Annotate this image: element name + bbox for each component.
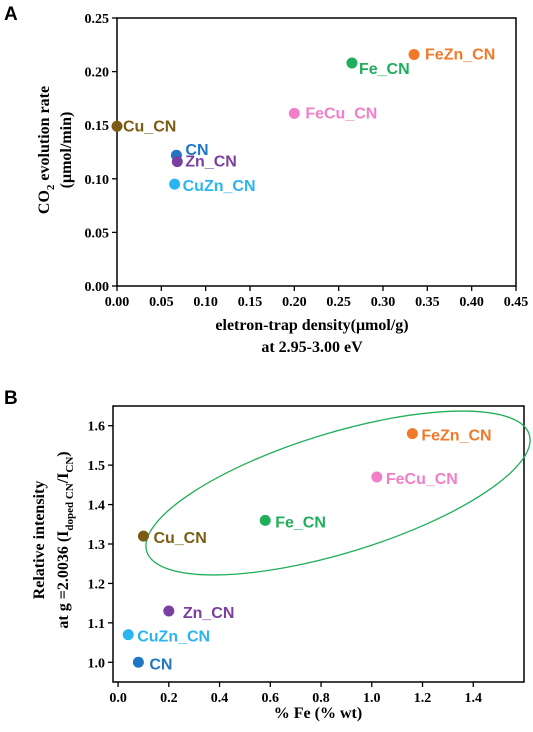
- chart-a-xtick-label: 0.45: [504, 295, 529, 310]
- chart-a-point-label: FeZn_CN: [425, 46, 495, 63]
- chart-a-xtick-label: 0.40: [459, 295, 484, 310]
- chart-b-ytick-label: 1.2: [88, 577, 106, 592]
- chart-b-ylabel-sub1: doped CN: [64, 483, 76, 530]
- chart-b-point-zn-cn: [163, 605, 175, 617]
- chart-b-xtick-label: 1.4: [465, 691, 483, 706]
- chart-b-ytick-label: 1.5: [88, 459, 106, 474]
- chart-b-ytick-label: 1.4: [88, 499, 106, 514]
- chart-a-ytick-label: 0.20: [85, 66, 110, 81]
- chart-a-point-fezn-cn: [408, 48, 420, 60]
- chart-a-ytick-label: 0.05: [85, 226, 110, 241]
- chart-a-point-label: Cu_CN: [123, 118, 176, 135]
- chart-b-point-label: Cu_CN: [153, 530, 206, 547]
- chart-b-point-cu-cn: [137, 530, 149, 542]
- chart-a-ytick-label: 0.15: [85, 119, 110, 134]
- chart-b-ylabel-mid: /I: [55, 473, 72, 485]
- svg-text:at g =2.0036 (Idoped CN/ICN): at g =2.0036 (Idoped CN/ICN): [55, 451, 76, 628]
- chart-a-xtick-label: 0.00: [105, 295, 130, 310]
- chart-b-ytick-label: 1.3: [88, 538, 106, 553]
- chart-a-xtick-label: 0.05: [149, 295, 174, 310]
- chart-a-point-label: Fe_CN: [359, 61, 410, 78]
- chart-b-point-cn: [132, 656, 144, 668]
- chart-a-point-cu-cn: [111, 120, 123, 132]
- chart-a-point-fecu-cn: [288, 107, 300, 119]
- chart-b-highlight-ellipse: [145, 410, 531, 576]
- chart-b-point-fezn-cn: [406, 428, 418, 440]
- chart-a: 0.00 0.05 0.10 0.15 0.20 0.25 0.30 0.35 0.40 0.45…: [85, 12, 529, 310]
- chart-b-point-fe-cn: [259, 514, 271, 526]
- chart-b-xlabel: % Fe (% wt): [274, 705, 362, 722]
- chart-b-point-label: CN: [149, 656, 172, 673]
- chart-b-point-label: CuZn_CN: [137, 629, 210, 646]
- chart-a-xtick-label: 0.25: [326, 295, 351, 310]
- panel-b-letter: B: [4, 388, 18, 409]
- chart-a-point-zn-cn: [171, 156, 183, 168]
- chart-a-ylabel: CO2 evolution rate: [36, 86, 57, 214]
- chart-a-point-label: CuZn_CN: [183, 178, 256, 195]
- chart-b-ytick-label: 1.0: [88, 656, 106, 671]
- panel-a-letter: A: [4, 4, 18, 25]
- chart-b-point-cuzn-cn: [122, 629, 134, 641]
- chart-b: 0.0 0.2 0.4 0.6 0.8 1.0 1.2 1.4 1.0 1.1 1.2 1.3 1.4 1…: [88, 405, 531, 706]
- chart-b-ylabel-main: at g =2.0036 (I: [55, 531, 72, 629]
- chart-a-xtick-label: 0.10: [193, 295, 218, 310]
- chart-a-ylabel-sub: 2: [45, 184, 57, 190]
- chart-a-ytick-label: 0.10: [85, 173, 110, 188]
- chart-a-point-label: Zn_CN: [185, 154, 237, 171]
- chart-b-xtick-label: 1.2: [414, 691, 432, 706]
- chart-a-point-label: FeCu_CN: [305, 105, 377, 122]
- chart-a-ylabel-tail: evolution rate: [36, 86, 53, 185]
- chart-b-ytick-label: 1.1: [88, 617, 106, 632]
- chart-a-xtick-label: 0.30: [371, 295, 396, 310]
- chart-a-xlabel-line2: at 2.95-3.00 eV: [261, 339, 363, 356]
- svg-text:CO2 evolution rate: CO2 evolution rate: [36, 86, 57, 214]
- chart-b-ylabel-tail: ): [55, 451, 72, 456]
- chart-b-point-label: Fe_CN: [275, 514, 326, 531]
- chart-b-xtick-label: 0.6: [262, 691, 280, 706]
- chart-a-xlabel: eletron-trap density(μmol/g): [215, 317, 408, 334]
- chart-b-ytick-label: 1.6: [88, 420, 106, 435]
- chart-b-xtick-label: 0.8: [312, 691, 330, 706]
- chart-b-ylabel-line1: Relative intensity: [31, 481, 48, 600]
- chart-a-point-cuzn-cn: [169, 178, 181, 190]
- chart-a-xtick-label: 0.15: [238, 295, 263, 310]
- chart-a-ylabel-line2: (μmol/min): [58, 112, 75, 189]
- chart-b-point-label: FeZn_CN: [421, 428, 491, 445]
- chart-b-ylabel-sub2: CN: [64, 457, 76, 473]
- chart-b-ylabel-line2: at g =2.0036 (Idoped CN/ICN): [55, 451, 76, 628]
- chart-b-point-label: FeCu_CN: [386, 471, 458, 488]
- chart-a-ylabel-main: CO: [36, 190, 53, 214]
- chart-a-ytick-label: 0.25: [85, 12, 110, 27]
- chart-b-xtick-label: 0.4: [211, 691, 229, 706]
- chart-b-point-label: Zn_CN: [183, 605, 235, 622]
- chart-b-xtick-label: 1.0: [363, 691, 381, 706]
- chart-a-xtick-label: 0.20: [282, 295, 307, 310]
- chart-b-xtick-label: 0.0: [109, 691, 127, 706]
- chart-b-xtick-label: 0.2: [160, 691, 178, 706]
- chart-a-ytick-label: 0.00: [85, 280, 110, 295]
- chart-b-point-fecu-cn: [371, 471, 383, 483]
- chart-a-point-label: CN: [185, 142, 208, 159]
- chart-a-point-fe-cn: [346, 57, 358, 69]
- chart-a-plot-frame: [116, 17, 517, 287]
- chart-a-xtick-label: 0.35: [415, 295, 440, 310]
